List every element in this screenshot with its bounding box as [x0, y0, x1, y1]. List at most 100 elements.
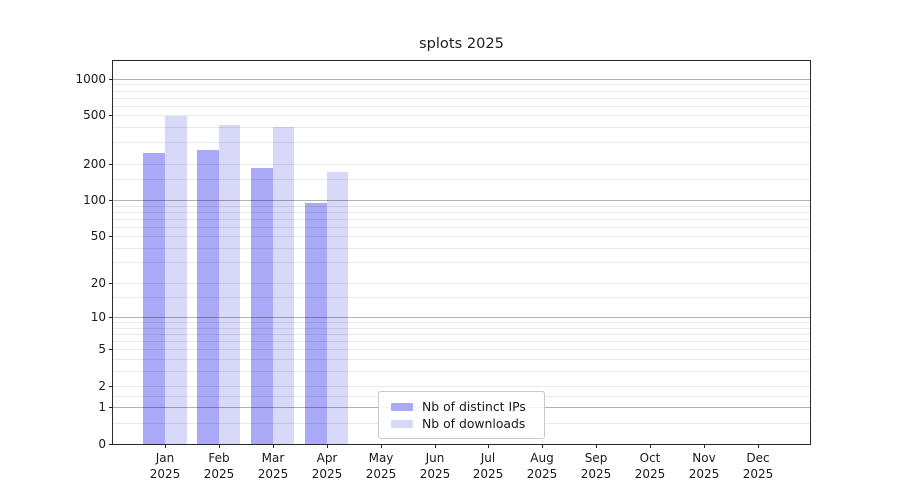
gridline-minor [113, 248, 810, 249]
x-tick-label-aug: Aug 2025 [510, 450, 574, 482]
legend-item-distinct-ips: Nb of distinct IPs [391, 398, 544, 415]
x-tick-label-jun: Jun 2025 [403, 450, 467, 482]
gridline-minor [113, 227, 810, 228]
legend-swatch-distinct-ips [391, 402, 413, 411]
y-tick-label: 2 [98, 379, 106, 393]
x-tick-mark [165, 444, 166, 448]
year-label: 2025 [257, 467, 289, 481]
y-tick-label: 50 [90, 229, 106, 243]
year-label: 2025 [365, 467, 397, 481]
month-label: Jul [480, 451, 496, 465]
legend-label: Nb of distinct IPs [422, 398, 526, 414]
legend-label: Nb of downloads [422, 415, 526, 431]
bar-apr-downloads [326, 172, 349, 444]
gridline-minor [113, 212, 810, 213]
gridline-minor [113, 283, 810, 284]
bar-jan-distinct-ips [143, 153, 165, 444]
bar-mar-distinct-ips [251, 167, 273, 444]
x-tick-mark [219, 444, 220, 448]
year-label: 2025 [742, 467, 774, 481]
gridline-minor [113, 334, 810, 335]
y-tick-label: 10 [90, 310, 106, 324]
y-tick-mark [109, 164, 113, 165]
y-tick-mark [109, 283, 113, 284]
month-label: Oct [639, 451, 661, 465]
x-tick-mark [704, 444, 705, 448]
bar-apr-distinct-ips [305, 202, 327, 444]
gridline-major [113, 317, 810, 318]
y-tick-label: 100 [83, 193, 106, 207]
gridline-minor [113, 219, 810, 220]
bar-feb-distinct-ips [197, 149, 219, 444]
gridline-minor [113, 106, 810, 107]
legend-item-downloads: Nb of downloads [391, 415, 544, 432]
y-tick-label: 200 [83, 157, 106, 171]
gridline-minor [113, 262, 810, 263]
year-label: 2025 [419, 467, 451, 481]
month-label: Jan [155, 451, 175, 465]
gridline-minor [113, 115, 810, 116]
y-tick-mark [109, 79, 113, 80]
x-tick-label-may: May 2025 [349, 450, 413, 482]
month-label: Mar [261, 451, 285, 465]
gridline-minor [113, 322, 810, 323]
gridline-minor [113, 371, 810, 372]
x-tick-label-nov: Nov 2025 [672, 450, 736, 482]
x-tick-label-oct: Oct 2025 [618, 450, 682, 482]
x-tick-mark [327, 444, 328, 448]
gridline-major [113, 79, 810, 80]
gridline-minor [113, 386, 810, 387]
y-tick-mark [109, 115, 113, 116]
x-tick-mark [758, 444, 759, 448]
x-tick-label-feb: Feb 2025 [187, 450, 251, 482]
x-tick-mark [542, 444, 543, 448]
year-label: 2025 [472, 467, 504, 481]
gridline-minor [113, 164, 810, 165]
y-tick-mark [109, 200, 113, 201]
y-tick-mark [109, 386, 113, 387]
gridline-minor [113, 236, 810, 237]
x-tick-mark [488, 444, 489, 448]
legend-swatch-downloads [391, 419, 413, 428]
gridline-minor [113, 206, 810, 207]
chart-title: splots 2025 [419, 35, 504, 52]
x-tick-label-dec: Dec 2025 [726, 450, 790, 482]
x-tick-label-jul: Jul 2025 [456, 450, 520, 482]
gridline-minor [113, 142, 810, 143]
y-tick-label: 0 [98, 437, 106, 451]
month-label: Jun [425, 451, 445, 465]
gridline-minor [113, 127, 810, 128]
year-label: 2025 [634, 467, 666, 481]
x-tick-mark [650, 444, 651, 448]
gridline-minor [113, 91, 810, 92]
year-label: 2025 [526, 467, 558, 481]
gridline-minor [113, 341, 810, 342]
gridline-minor [113, 359, 810, 360]
y-tick-mark [109, 349, 113, 350]
y-tick-mark [109, 236, 113, 237]
bar-mar-downloads [272, 127, 295, 444]
x-tick-label-sep: Sep 2025 [564, 450, 628, 482]
year-label: 2025 [203, 467, 235, 481]
month-label: Dec [746, 451, 770, 465]
x-tick-label-mar: Mar 2025 [241, 450, 305, 482]
y-tick-mark [109, 317, 113, 318]
bar-feb-downloads [218, 125, 241, 444]
gridline-major [113, 200, 810, 201]
x-tick-label-jan: Jan 2025 [133, 450, 197, 482]
year-label: 2025 [149, 467, 181, 481]
y-tick-label: 5 [98, 342, 106, 356]
gridline-minor [113, 98, 810, 99]
gridline-minor [113, 328, 810, 329]
bar-jan-downloads [165, 116, 187, 444]
gridline-minor [113, 84, 810, 85]
plot-area [113, 61, 810, 444]
y-tick-mark [109, 407, 113, 408]
year-label: 2025 [580, 467, 612, 481]
month-label: Feb [208, 451, 230, 465]
y-tick-label: 1000 [75, 72, 106, 86]
month-label: Nov [692, 451, 716, 465]
y-tick-label: 500 [83, 108, 106, 122]
x-tick-mark [596, 444, 597, 448]
year-label: 2025 [688, 467, 720, 481]
